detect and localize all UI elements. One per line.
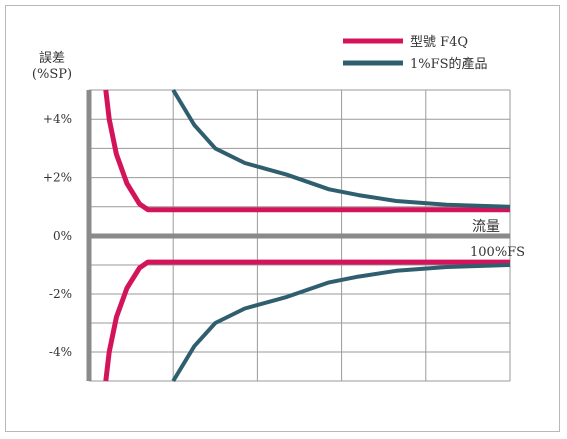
x-axis-label: 流量 [472, 219, 500, 235]
axes [86, 90, 510, 381]
y-tick-labels: +4% +2% 0% -2% -4% [43, 112, 72, 359]
curves [103, 88, 511, 383]
series-0-upper-curve [103, 89, 510, 213]
y-tick-label: +4% [43, 112, 72, 126]
y-tick-label: 0% [53, 229, 72, 243]
series-0-lower-curve [103, 259, 510, 382]
x-axis-end-label: 100%FS [470, 245, 525, 260]
series-1-upper-curve [171, 88, 511, 209]
chart-frame [5, 5, 560, 432]
legend-label-1fs: 1%FS的產品 [410, 56, 488, 72]
y-axis-label-line2: (%SP) [32, 67, 72, 82]
y-tick-label: +2% [43, 171, 72, 185]
y-tick-label: -2% [49, 287, 72, 301]
legend-label-f4q: 型號 F4Q [410, 35, 468, 50]
legend: 型號 F4Q 1%FS的產品 [343, 35, 488, 72]
y-axis-label-line1: 誤差 [39, 50, 65, 66]
y-tick-label: -4% [49, 345, 72, 359]
series-1-lower-curve [171, 263, 511, 383]
